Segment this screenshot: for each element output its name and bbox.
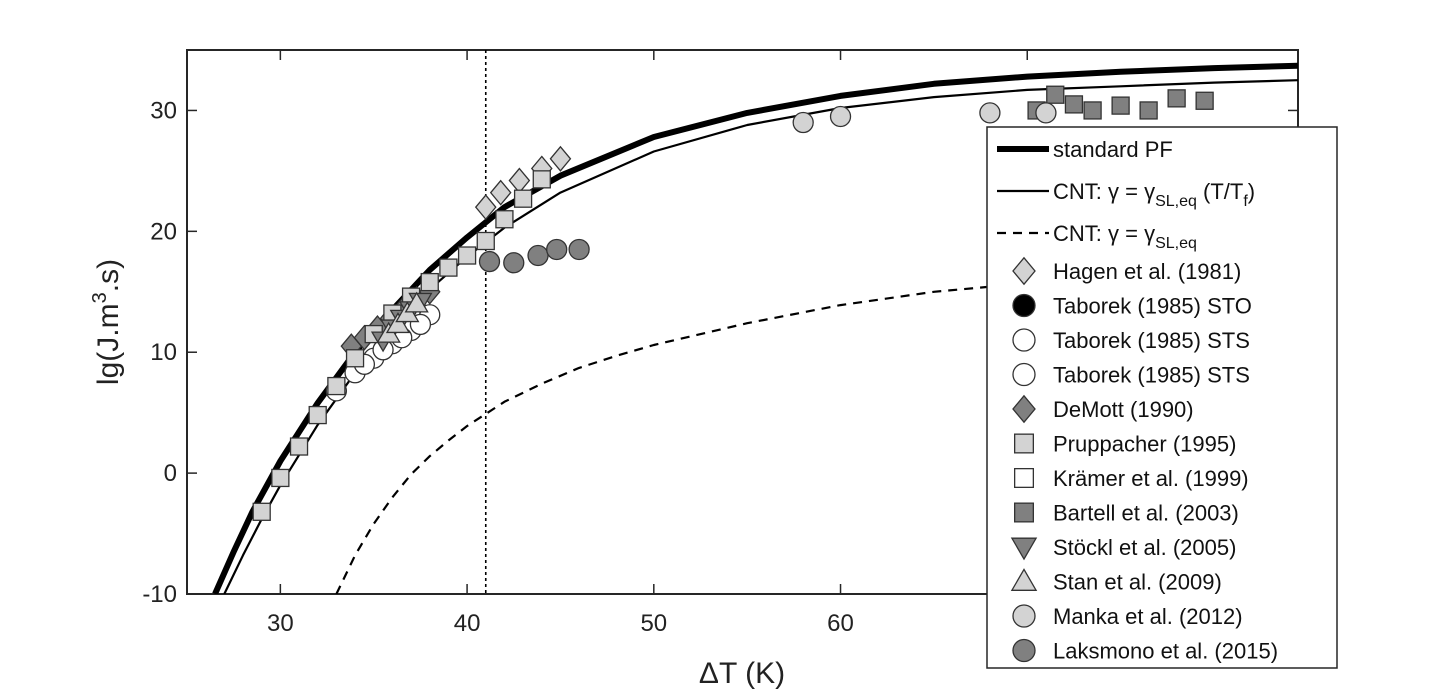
data-point xyxy=(513,189,533,208)
data-point xyxy=(792,111,814,134)
data-point xyxy=(503,252,525,274)
legend-label: Taborek (1985) STS xyxy=(1053,328,1250,353)
data-point xyxy=(420,272,439,292)
data-point xyxy=(476,231,495,251)
series-11 xyxy=(478,238,590,274)
data-point xyxy=(271,468,290,488)
data-point xyxy=(549,145,572,172)
data-point xyxy=(289,437,309,456)
data-point xyxy=(979,102,1001,124)
x-tick-label: 60 xyxy=(827,610,854,637)
data-point xyxy=(478,250,501,273)
y-tick-label: 20 xyxy=(150,218,177,245)
legend-box xyxy=(986,126,1338,669)
legend-label: Bartell et al. (2003) xyxy=(1053,501,1239,526)
data-point xyxy=(308,405,327,425)
legend-marker xyxy=(1012,328,1036,352)
x-tick-label: 30 xyxy=(267,610,294,637)
data-point xyxy=(385,312,411,334)
data-point xyxy=(345,349,365,368)
legend-marker xyxy=(1012,604,1036,628)
data-point xyxy=(1195,91,1214,110)
data-point xyxy=(457,246,477,265)
legend-marker xyxy=(1012,394,1036,424)
data-point xyxy=(1139,101,1158,120)
x-tick-label: 40 xyxy=(454,610,481,637)
legend-marker xyxy=(1014,433,1035,454)
legend: standard PF CNT: γ = γSL,eq (T/Tf) CNT: γ … xyxy=(986,126,1338,669)
y-tick-label: 30 xyxy=(150,97,177,124)
data-point xyxy=(527,244,549,267)
data-point xyxy=(532,170,551,189)
legend-label: Manka et al. (2012) xyxy=(1053,604,1243,629)
x-tick-label: 50 xyxy=(640,610,667,637)
legend-label: Stan et al. (2009) xyxy=(1053,570,1222,595)
data-point xyxy=(829,105,852,128)
legend-label: standard PF xyxy=(1053,137,1173,162)
data-point xyxy=(489,179,512,206)
legend-marker xyxy=(1010,537,1038,561)
legend-label: Krämer et al. (1999) xyxy=(1053,466,1249,491)
series-0 xyxy=(474,145,572,221)
legend-label: CNT: γ = γSL,eq (T/Tf) xyxy=(1053,179,1255,210)
legend-marker xyxy=(1010,568,1038,591)
data-point xyxy=(1111,96,1130,115)
data-points xyxy=(252,85,1214,521)
legend-label: Laksmono et al. (2015) xyxy=(1053,639,1278,664)
data-point xyxy=(546,238,568,261)
x-axis-label: ΔT (K) xyxy=(699,657,785,690)
legend-label: DeMott (1990) xyxy=(1053,397,1194,422)
legend-marker xyxy=(1012,256,1036,286)
data-point xyxy=(495,210,514,229)
data-point xyxy=(1035,102,1057,124)
y-tick-label: 0 xyxy=(164,460,177,487)
data-point xyxy=(474,194,497,221)
legend-marker xyxy=(1012,362,1036,387)
legend-marker xyxy=(1012,638,1036,663)
data-point xyxy=(439,258,458,277)
curve-thick xyxy=(212,62,1298,594)
data-point xyxy=(404,291,429,313)
legend-label: Stöckl et al. (2005) xyxy=(1053,535,1236,560)
data-point xyxy=(1046,85,1065,104)
data-point xyxy=(327,376,346,396)
legend-label: Taborek (1985) STS xyxy=(1053,363,1250,388)
legend-label: Taborek (1985) STO xyxy=(1053,294,1252,319)
legend-marker xyxy=(1014,502,1035,523)
legend-label: Pruppacher (1995) xyxy=(1053,432,1236,457)
data-point xyxy=(1064,95,1084,114)
legend-marker xyxy=(1012,293,1036,318)
data-point xyxy=(1167,89,1186,108)
legend-label: CNT: γ = γSL,eq xyxy=(1053,221,1197,252)
data-point xyxy=(252,502,271,521)
y-tick-label: 10 xyxy=(150,339,177,366)
series-9 xyxy=(376,291,429,343)
series-7 xyxy=(1027,85,1214,120)
legend-marker xyxy=(1014,467,1035,488)
y-axis-label: lg(J.m3.s) xyxy=(89,259,125,385)
data-point xyxy=(568,238,590,261)
series-10 xyxy=(792,102,1057,134)
legend-label: Hagen et al. (1981) xyxy=(1053,259,1241,284)
data-point xyxy=(1083,101,1102,120)
y-tick-label: -10 xyxy=(142,581,177,608)
